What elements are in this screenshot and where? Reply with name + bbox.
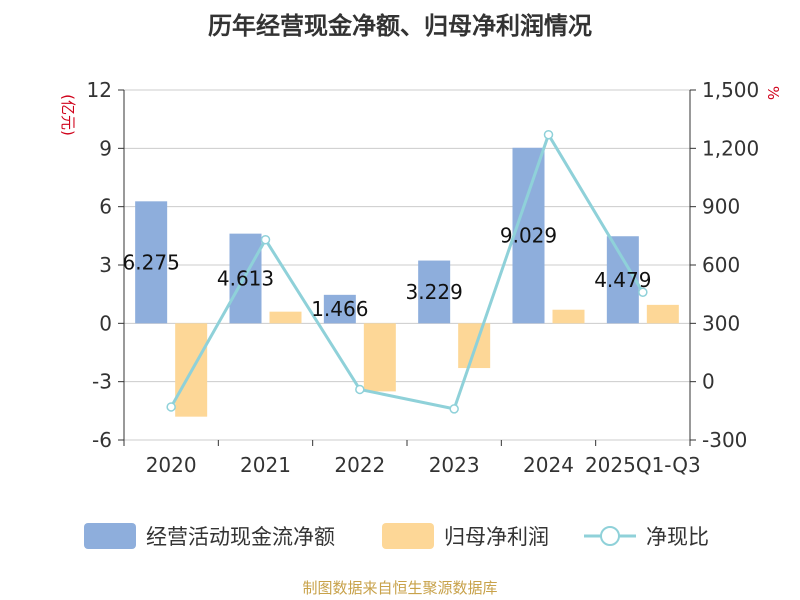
x-tick-label: 2025Q1-Q3: [585, 453, 701, 477]
y-axis-left-label: (亿元): [59, 94, 77, 136]
legend-label-net-profit: 归母净利润: [444, 525, 549, 549]
cash-flow-data-label: 6.275: [123, 250, 180, 274]
ratio-point: [543, 129, 554, 140]
legend-label-ratio: 净现比: [646, 525, 709, 549]
y-tick-label-left: 0: [99, 311, 112, 335]
legend-swatch-net-profit: [382, 523, 434, 549]
y-tick-label-right: 1,500: [702, 78, 759, 102]
cash-flow-bar: [418, 260, 451, 324]
x-tick-label: 2023: [429, 453, 480, 477]
net-profit-bar: [552, 309, 585, 324]
net-profit-bar: [458, 323, 491, 369]
net-profit-bar: [363, 323, 396, 392]
ratio-line: [166, 129, 648, 414]
x-tick-label: 2024: [523, 453, 574, 477]
cash-flow-data-label: 4.613: [217, 266, 274, 290]
y-tick-label-left: 3: [99, 253, 112, 277]
y-tick-label-left: 9: [99, 136, 112, 160]
x-tick-label: 2022: [334, 453, 385, 477]
legend: 经营活动现金流净额 归母净利润 净现比: [84, 523, 709, 549]
y-tick-label-right: 600: [702, 253, 740, 277]
ratio-point: [355, 384, 365, 395]
net-profit-bar: [646, 304, 679, 324]
bars: [135, 147, 679, 417]
legend-marker-ratio: [600, 526, 620, 546]
y-tick-label-right: -300: [702, 428, 747, 452]
y-tick-label-left: -6: [92, 428, 112, 452]
y-tick-label-right: 0: [702, 370, 715, 394]
y-tick-label-right: 900: [702, 195, 740, 219]
cash-flow-bar: [229, 233, 262, 324]
y-tick-label-left: 6: [99, 195, 112, 219]
y-tick-label-right: 300: [702, 311, 740, 335]
cash-flow-data-label: 3.229: [406, 280, 463, 304]
legend-swatch-cash-flow: [84, 523, 136, 549]
legend-label-cash-flow: 经营活动现金流净额: [146, 525, 335, 549]
net-profit-bar: [269, 311, 302, 324]
cash-flow-data-label: 1.466: [311, 297, 368, 321]
data-labels: 6.275 4.613 1.466 3.229 9.029 4.479: [123, 224, 652, 322]
x-tick-label: 2021: [240, 453, 291, 477]
y-axis-right-label: %: [764, 86, 782, 100]
ratio-point: [449, 404, 459, 414]
cash-flow-bar: [512, 147, 545, 324]
ratio-point: [638, 287, 648, 297]
cash-flow-data-label: 4.479: [594, 268, 651, 292]
y-tick-label-right: 1,200: [702, 136, 759, 160]
y-tick-label-left: 12: [87, 78, 112, 102]
cash-flow-bar: [606, 236, 639, 324]
source-note: 制图数据来自恒生聚源数据库: [302, 579, 498, 597]
y-tick-label-left: -3: [92, 370, 112, 394]
x-tick-label: 2020: [146, 453, 197, 477]
ratio-point: [260, 234, 271, 245]
ratio-point: [166, 402, 176, 412]
chart-title: 历年经营现金净额、归母净利润情况: [208, 12, 592, 40]
ratio-series-line: [169, 131, 645, 411]
cash-flow-bar: [135, 201, 168, 324]
cash-flow-bar: [323, 294, 356, 324]
cash-flow-data-label: 9.029: [500, 224, 557, 248]
grid: [124, 89, 690, 441]
